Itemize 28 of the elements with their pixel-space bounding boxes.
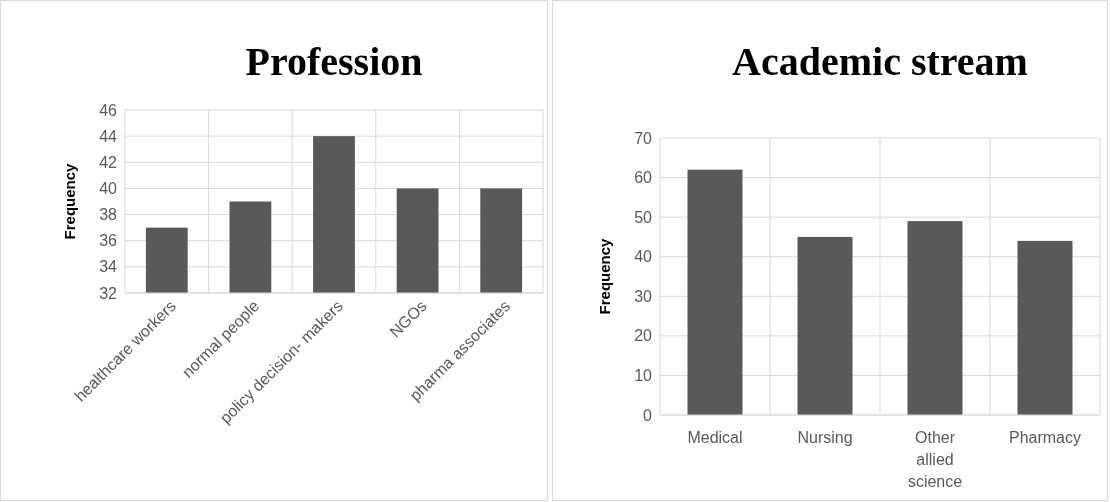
y-tick-label: 40 bbox=[634, 248, 653, 266]
bar bbox=[797, 236, 853, 415]
bar bbox=[1017, 240, 1073, 415]
y-tick-label: 50 bbox=[634, 208, 653, 226]
y-tick-label: 44 bbox=[99, 127, 118, 145]
y-tick-label: 60 bbox=[634, 169, 653, 187]
chart-title: Profession bbox=[245, 39, 423, 84]
y-tick-label: 70 bbox=[634, 129, 653, 147]
y-axis-title: Frequency bbox=[61, 162, 78, 240]
y-tick-label: 38 bbox=[99, 206, 118, 224]
bar bbox=[907, 221, 963, 415]
y-tick-label: 10 bbox=[634, 367, 653, 385]
y-tick-label: 30 bbox=[634, 287, 653, 305]
y-tick-label: 46 bbox=[99, 101, 118, 119]
bar bbox=[687, 169, 743, 415]
y-axis-title: Frequency bbox=[596, 237, 613, 315]
y-tick-label: 40 bbox=[99, 180, 118, 198]
y-tick-label: 42 bbox=[99, 153, 118, 171]
y-tick-label: 20 bbox=[634, 327, 653, 345]
y-tick-label: 34 bbox=[99, 258, 118, 276]
x-tick-label: Pharmacy bbox=[1008, 429, 1082, 446]
chart-title: Academic stream bbox=[732, 39, 1028, 84]
y-tick-label: 36 bbox=[99, 232, 118, 250]
x-tick-label: Nursing bbox=[797, 429, 853, 446]
y-tick-label: 32 bbox=[99, 284, 118, 302]
y-tick-label: 0 bbox=[643, 406, 653, 424]
x-tick-label: Medical bbox=[687, 429, 743, 446]
x-tick-label: Other allied science bbox=[907, 429, 963, 490]
